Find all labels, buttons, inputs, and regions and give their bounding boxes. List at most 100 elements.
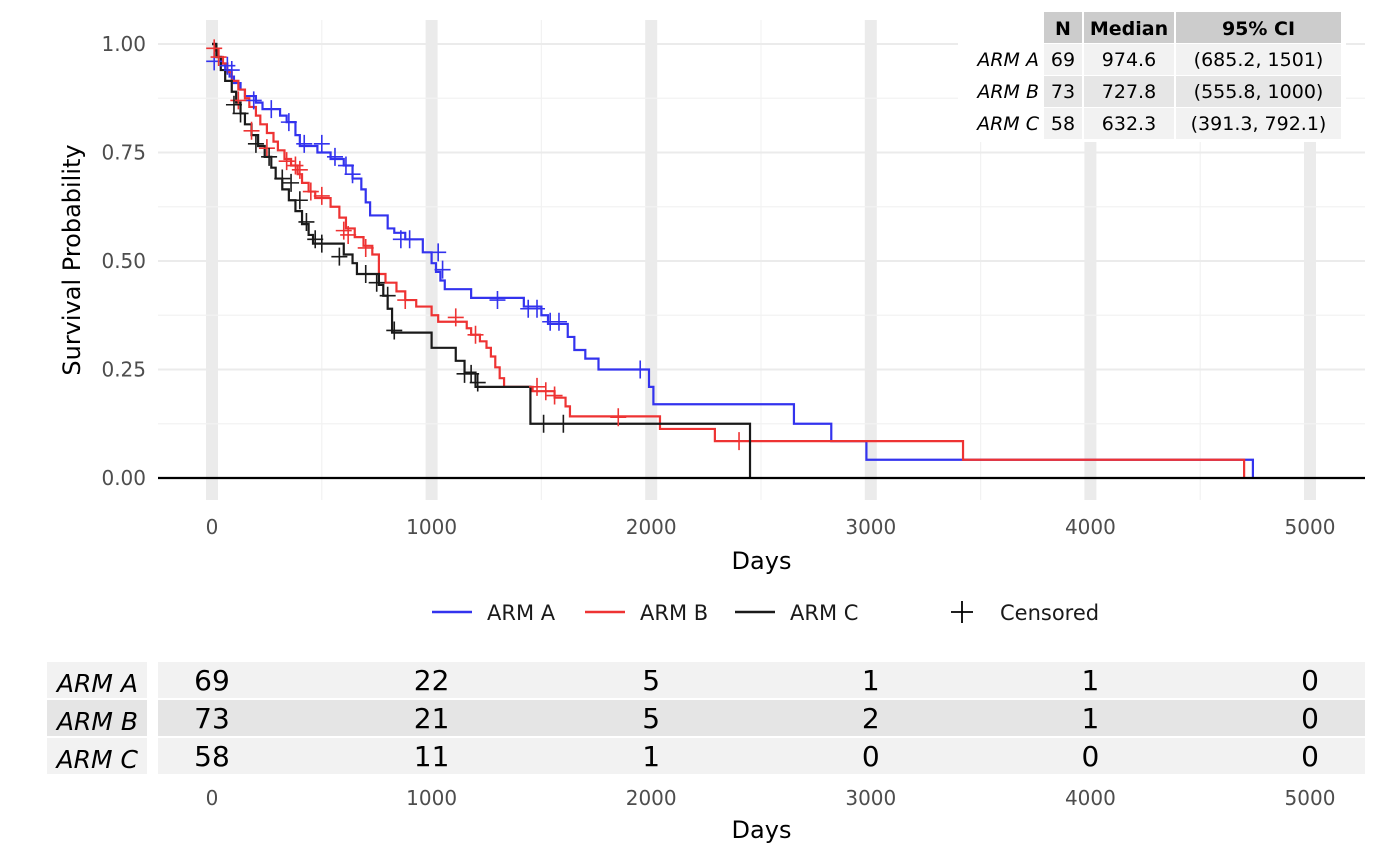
censor-mark [232,104,249,123]
summary-cell [1176,108,1341,139]
x-tick-label: 3000 [845,515,896,539]
x-axis-title: Days [732,547,792,575]
risk-arm-label: ARM B [55,707,138,736]
grid-layer [158,20,1365,500]
risk-count: 1 [642,740,660,773]
risk-arm-label: ARM C [55,745,139,774]
summary-header-cell [1044,12,1082,43]
censor-mark [307,230,324,249]
censor-mark [313,234,330,253]
censor-mark [245,91,262,110]
censor-mark [344,165,361,184]
summary-cell-value: 69 [1051,49,1075,71]
summary-cell [1176,76,1341,107]
censor-mark [287,156,304,175]
risk-count: 0 [1301,664,1319,697]
censor-mark [489,291,506,310]
censor-mark [278,152,295,171]
risk-count: 0 [1301,740,1319,773]
risk-count: 1 [1081,664,1099,697]
summary-arm-label: ARM C [975,113,1040,135]
censor-mark [263,100,280,119]
risk-count: 0 [1081,740,1099,773]
legend-censored-icon [951,601,973,623]
summary-cell-value: (685.2, 1501) [1194,49,1324,71]
risk-count: 1 [1081,702,1099,735]
risk-count: 0 [862,740,880,773]
censor-mark [434,260,451,279]
censor-mark [546,386,563,405]
legend-censored-label: Censored [1000,601,1099,625]
summary-header-label: 95% CI [1222,18,1295,40]
x-tick-label: 1000 [406,515,457,539]
censor-mark [535,414,552,433]
censor-mark [386,321,403,340]
risk-row-bg [158,738,1365,774]
x-tick-label: 0 [206,515,219,539]
censor-mark [469,373,486,392]
risk-arm-label: ARM A [55,669,138,698]
summary-arm-label: ARM B [975,81,1039,103]
y-tick-label: 0.50 [101,249,146,273]
censor-mark [529,299,546,318]
risk-row-bg [158,662,1365,698]
censor-mark [302,182,319,201]
summary-cell-value: (555.8, 1000) [1194,81,1324,103]
summary-cell [1084,108,1174,139]
risk-x-tick-label: 3000 [845,786,896,810]
censor-mark [296,134,313,153]
x-tick-label: 2000 [626,515,677,539]
censor-mark [206,39,223,58]
risk-x-tick-label: 0 [206,786,219,810]
summary-cell-value: 58 [1051,113,1075,135]
summary-cell-value: (391.3, 792.1) [1191,113,1327,135]
summary-header-cell [1176,12,1341,43]
summary-cell-value: 632.3 [1102,113,1156,135]
risk-count: 22 [414,664,450,697]
y-tick-label: 0.25 [101,358,146,382]
legend-label-2: ARM B [640,601,708,625]
legend: ARM A ARM B ARM C Censored [432,601,1099,625]
censor-mark [430,243,447,262]
censor-mark [247,134,264,153]
risk-count: 0 [1301,702,1319,735]
x-tick-label: 5000 [1285,515,1336,539]
censor-mark [379,286,396,305]
risk-count: 5 [642,664,660,697]
censor-mark [447,308,464,327]
risk-count: 69 [194,664,230,697]
risk-x-tick-label: 5000 [1285,786,1336,810]
risk-table-x-title: Days [732,816,792,844]
censor-mark [331,247,348,266]
risk-row-bg [158,700,1365,736]
censor-mark [280,113,297,132]
censor-mark [357,238,374,257]
censor-mark [632,360,649,379]
censor-mark [550,312,567,331]
summary-cell [1176,44,1341,75]
censor-mark [283,173,300,192]
risk-x-tick-label: 4000 [1065,786,1116,810]
risk-x-tick-label: 2000 [626,786,677,810]
summary-cell [1044,44,1082,75]
legend-label-1: ARM A [487,601,556,625]
censor-mark [555,414,572,433]
censor-mark [340,225,357,244]
censor-mark [219,56,236,75]
censor-mark [225,95,242,114]
risk-arm-cell [47,662,147,698]
censor-mark [731,432,748,451]
risk-arm-cell [47,738,147,774]
censor-mark [223,61,240,80]
censor-mark [210,48,227,67]
censor-mark [274,169,291,188]
censor-mark [291,160,308,179]
summary-header-label: Median [1090,18,1168,40]
censor-mark [368,273,385,292]
censor-mark [397,291,414,310]
censor-mark [337,156,354,175]
y-tick-label: 0.00 [101,466,146,490]
summary-cell-value: 73 [1051,81,1075,103]
censor-mark [357,265,374,284]
